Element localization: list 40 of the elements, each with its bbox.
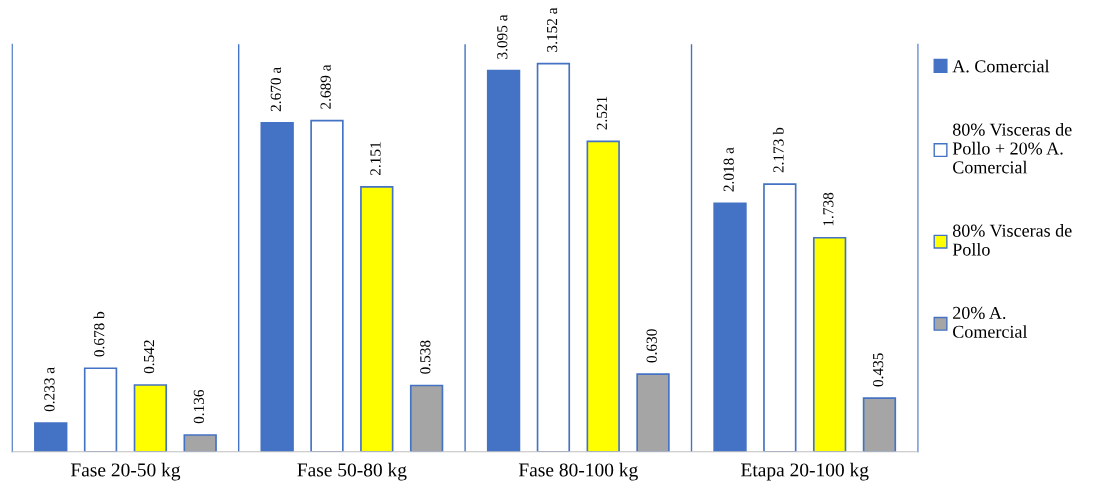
bar xyxy=(586,140,620,452)
bar xyxy=(536,62,571,452)
legend-label: 80% Visceras de Pollo xyxy=(952,224,1072,256)
data-label: 2.173 b xyxy=(772,127,784,173)
bar xyxy=(133,384,168,452)
x-tick-label: Fase 20-50 kg xyxy=(70,462,181,481)
bar xyxy=(360,186,394,452)
bar xyxy=(409,384,444,452)
data-label: 0.233 a xyxy=(44,367,55,412)
bar xyxy=(83,367,118,452)
bar xyxy=(183,434,217,452)
bar xyxy=(812,236,847,452)
data-label: 1.738 xyxy=(823,192,834,226)
data-label: 0.538 xyxy=(420,340,431,374)
data-label: 0.435 xyxy=(872,353,884,387)
data-label: 0.678 b xyxy=(93,311,105,357)
data-label: 3.152 a xyxy=(546,7,558,52)
data-label: 2.018 a xyxy=(723,147,734,192)
data-label: 0.136 xyxy=(193,389,205,424)
bar xyxy=(34,422,68,452)
data-label: 2.670 a xyxy=(270,67,282,112)
data-label: 2.521 xyxy=(596,96,608,130)
bar xyxy=(486,69,521,452)
bar xyxy=(763,183,797,452)
data-label: 2.151 xyxy=(370,142,381,176)
legend-label: 80% Visceras de Pollo + 20% A. Comercial xyxy=(952,122,1072,174)
bar xyxy=(260,122,294,452)
bar xyxy=(862,397,897,452)
legend-label: A. Comercial xyxy=(952,59,1050,73)
bar xyxy=(636,373,670,452)
data-label: 2.689 a xyxy=(320,64,331,109)
legend-label: 20% A. Comercial xyxy=(953,306,1028,338)
data-label: 0.630 xyxy=(646,329,657,363)
x-tick-label: Fase 50-80 kg xyxy=(297,462,407,481)
bar xyxy=(310,119,344,452)
x-tick-label: Etapa 20-100 kg xyxy=(741,462,869,481)
x-tick-label: Fase 80-100 kg xyxy=(518,462,638,481)
data-label: 3.095 a xyxy=(497,14,508,59)
data-label: 0.542 xyxy=(143,340,155,374)
bar xyxy=(713,202,747,452)
